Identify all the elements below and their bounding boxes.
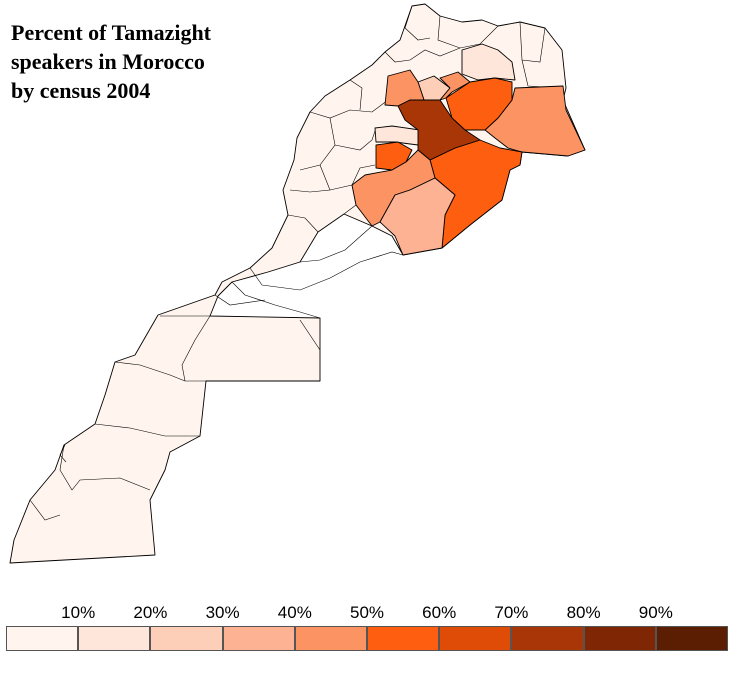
border-south-1 <box>249 251 404 291</box>
legend-swatch-5 <box>294 626 367 651</box>
legend-tick-label: 10% <box>61 603 96 622</box>
legend-swatch-8 <box>511 626 584 651</box>
border-south-2 <box>231 281 321 319</box>
border-north-1 <box>349 79 363 111</box>
border-west-2 <box>299 225 373 263</box>
legend-swatch-1 <box>6 626 79 651</box>
legend-tick-label: 90% <box>638 603 673 622</box>
border-northwest-5 <box>329 164 376 191</box>
title-line-3: by census 2004 <box>11 78 151 103</box>
legend-tick-label: 20% <box>133 603 168 622</box>
morocco-map <box>9 3 586 564</box>
border-south-6 <box>181 315 211 382</box>
border-south-3 <box>214 294 266 306</box>
legend-tick-label: 50% <box>349 603 385 622</box>
border-south-5 <box>299 319 321 351</box>
legend-tick-label: 60% <box>422 603 457 622</box>
coast-notch <box>59 444 67 463</box>
legend-swatch-7 <box>439 626 512 651</box>
border-south-10 <box>29 499 61 521</box>
border-northwest-2 <box>299 117 336 171</box>
region-ouarzazate <box>379 177 456 256</box>
border-northwest-4 <box>289 164 331 193</box>
legend-swatch-6 <box>367 626 440 651</box>
border-south-9 <box>59 444 151 491</box>
border-north-2 <box>384 47 461 63</box>
region-northeast-1 <box>461 43 516 81</box>
title-line-2: speakers in Morocco <box>11 49 205 74</box>
legend-swatch-9 <box>583 626 656 651</box>
border-south-7 <box>114 361 186 382</box>
region-middle-atlas-north <box>439 71 471 101</box>
legend-tick-label: 40% <box>277 603 312 622</box>
border-north-5 <box>519 21 546 63</box>
border-west-1 <box>287 214 319 233</box>
border-northwest-3 <box>334 127 377 151</box>
border-northwest-1 <box>309 99 389 119</box>
legend-tick-label: 30% <box>205 603 240 622</box>
title-line-1: Percent of Tamazight <box>11 20 212 45</box>
border-north-4 <box>437 15 499 49</box>
legend-swatch-10 <box>655 626 728 651</box>
legend-swatch-2 <box>78 626 151 651</box>
legend-swatch-3 <box>150 626 223 651</box>
legend: 10% 20% 30% 40% 50% 60% 70% 80% 90% <box>6 603 728 651</box>
legend-tick-label: 70% <box>494 603 529 622</box>
legend-tick-label: 80% <box>566 603 601 622</box>
border-south-8 <box>94 423 200 437</box>
border-north-3 <box>404 5 431 41</box>
map-title: Percent of Tamazight speakers in Morocco… <box>11 18 211 105</box>
region-khenifra <box>397 99 481 161</box>
legend-swatch-4 <box>222 626 295 651</box>
